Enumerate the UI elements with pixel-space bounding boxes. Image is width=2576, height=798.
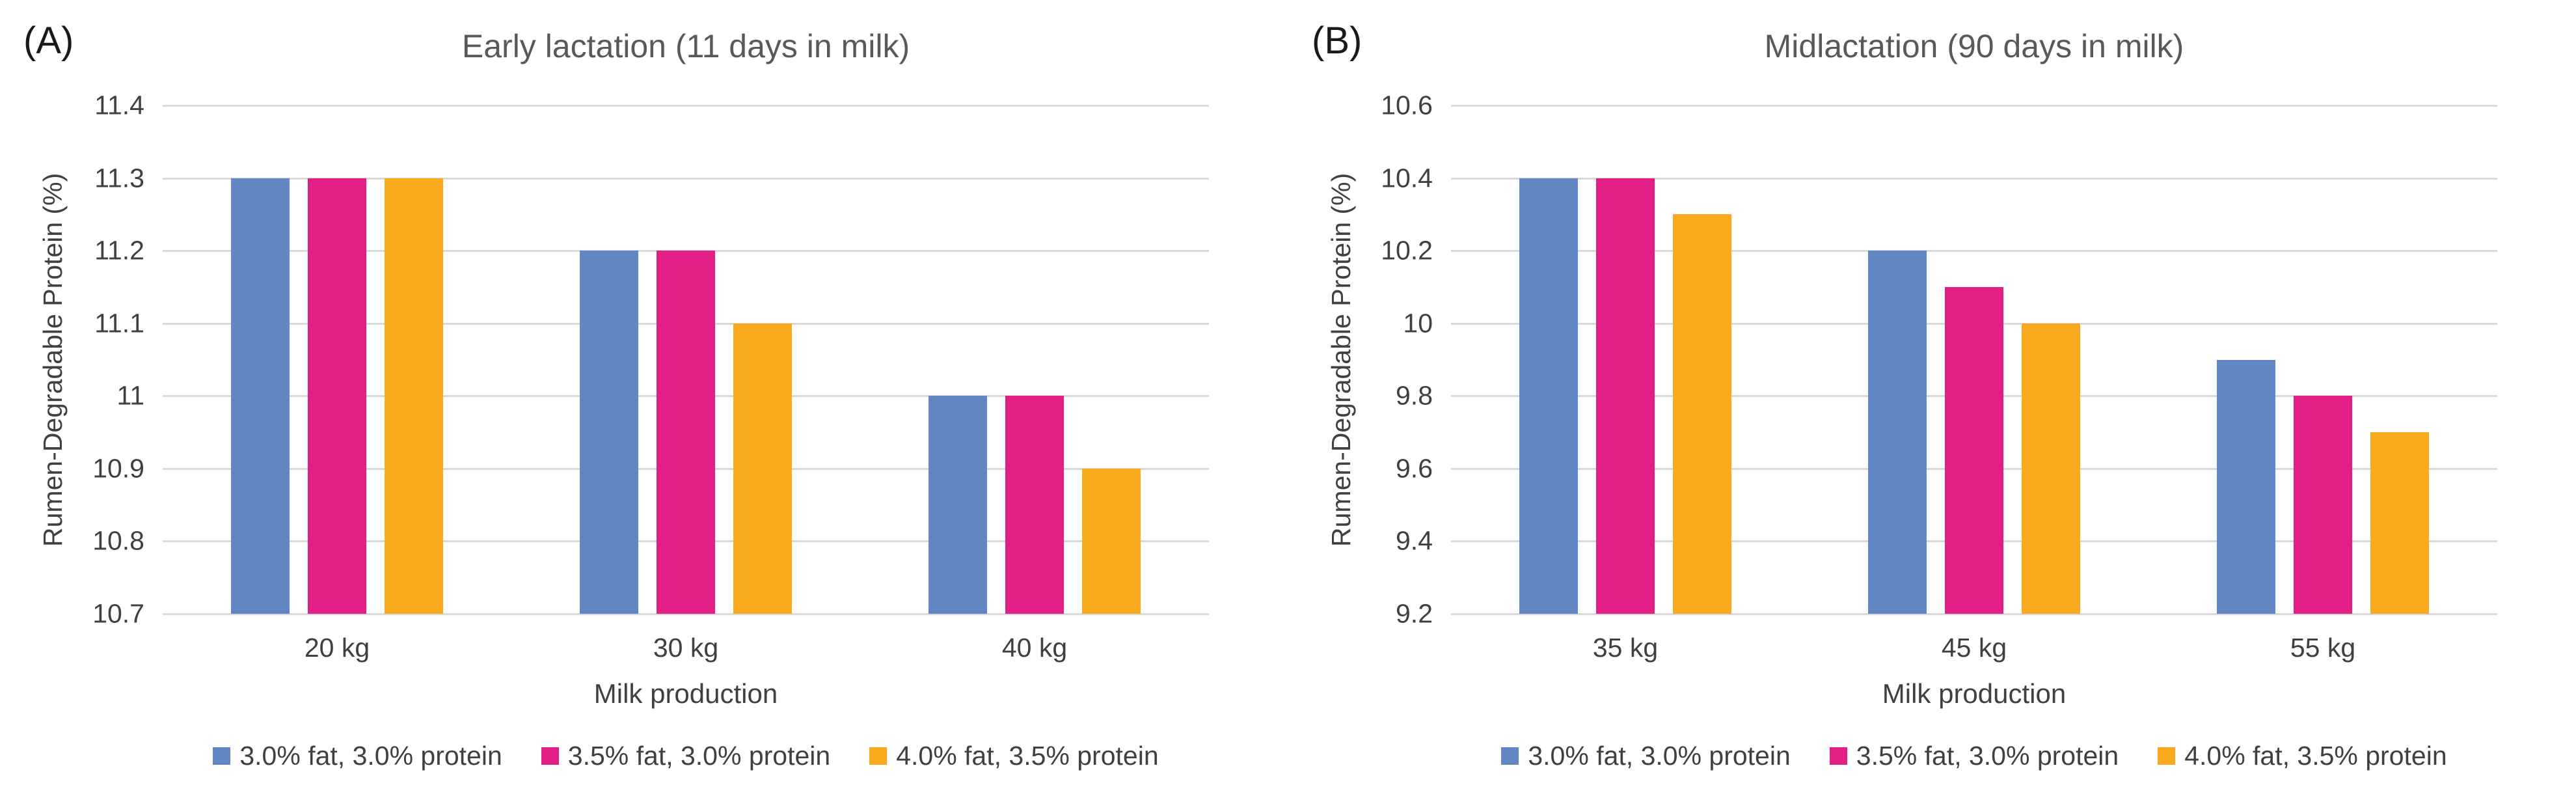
x-tick-label: 40 kg (1001, 633, 1068, 663)
chart-panel-b: (B) Midlactation (90 days in milk) Rumen… (1288, 0, 2576, 798)
y-tick-label: 10 (1403, 308, 1433, 338)
legend-label: 3.5% fat, 3.0% protein (1856, 741, 2119, 771)
bar (1868, 251, 1927, 614)
bar-groups (163, 105, 1209, 614)
y-tick-label: 9.2 (1396, 598, 1433, 629)
y-tick-label: 10.9 (92, 453, 144, 484)
legend-swatch-icon (869, 747, 888, 765)
legend-label: 3.0% fat, 3.0% protein (1528, 741, 1791, 771)
gridline (1451, 177, 2497, 180)
y-tick-label: 11.3 (94, 163, 144, 193)
x-tick-labels: 20 kg 30 kg 40 kg (163, 633, 1209, 663)
x-tick-labels: 35 kg 45 kg 55 kg (1451, 633, 2497, 663)
legend-item: 3.5% fat, 3.0% protein (541, 741, 830, 771)
legend-item: 3.5% fat, 3.0% protein (1829, 741, 2119, 771)
bar (308, 178, 366, 614)
x-axis-title: Milk production (1882, 678, 2067, 709)
y-tick-label: 9.6 (1396, 453, 1433, 484)
gridline (1451, 105, 2497, 107)
bar-group (1800, 105, 2149, 614)
bar (2370, 432, 2429, 614)
y-tick-label: 10.4 (1381, 163, 1433, 193)
y-tick-label: 10.8 (92, 525, 144, 556)
y-tick-labels: 10.6 10.4 10.2 10 9.8 9.6 9.4 9.2 (1381, 90, 2497, 629)
gridline (163, 105, 1209, 107)
y-tick-label: 10.6 (1381, 90, 1433, 120)
bar (1673, 214, 1731, 614)
panel-label: (A) (23, 20, 74, 62)
gridline (1451, 613, 2497, 615)
x-tick-label: 35 kg (1592, 633, 1659, 663)
bar (1082, 468, 1141, 614)
bar (2217, 359, 2275, 614)
bar-groups (1451, 105, 2497, 614)
bar (231, 178, 290, 614)
legend-swatch-icon (213, 747, 231, 765)
bar-group (860, 105, 1209, 614)
y-tick-label: 11.2 (94, 235, 144, 266)
gridline (163, 177, 1209, 180)
legend-label: 3.0% fat, 3.0% protein (239, 741, 502, 771)
panel-label: (B) (1312, 20, 1363, 62)
legend-item: 4.0% fat, 3.5% protein (2158, 741, 2447, 771)
y-tick-label: 11.4 (94, 90, 144, 120)
bar (2294, 396, 2352, 614)
legend-label: 3.5% fat, 3.0% protein (567, 741, 831, 771)
bar (1519, 178, 1578, 614)
legend-swatch-icon (541, 747, 559, 765)
chart-title: Midlactation (90 days in milk) (1764, 28, 2184, 64)
x-tick-label: 20 kg (304, 633, 370, 663)
plot-area: 11.4 11.3 11.2 11.1 11 10.9 10.8 10.7 (92, 90, 1209, 629)
bar (1005, 396, 1064, 614)
y-axis-title: Rumen-Degradable Protein (%) (1326, 172, 1356, 547)
y-tick-labels: 11.4 11.3 11.2 11.1 11 10.9 10.8 10.7 (92, 90, 1209, 629)
legend-label: 4.0% fat, 3.5% protein (896, 741, 1159, 771)
bar (580, 251, 638, 614)
legend-label: 4.0% fat, 3.5% protein (2184, 741, 2447, 771)
gridline (1451, 250, 2497, 253)
bar-group (163, 105, 511, 614)
x-axis-title: Milk production (593, 678, 778, 709)
plot-area: 10.6 10.4 10.2 10 9.8 9.6 9.4 9.2 (1381, 90, 2497, 629)
x-tick-label: 45 kg (1941, 633, 2007, 663)
legend-swatch-icon (1829, 747, 1847, 765)
y-tick-label: 9.8 (1396, 380, 1433, 411)
bar (2022, 323, 2080, 614)
bar (1945, 286, 2003, 614)
legend: 3.0% fat, 3.0% protein 3.5% fat, 3.0% pro… (1451, 741, 2497, 771)
legend: 3.0% fat, 3.0% protein 3.5% fat, 3.0% pro… (163, 741, 1209, 771)
y-axis-title: Rumen-Degradable Protein (%) (38, 172, 68, 547)
bar (385, 178, 443, 614)
y-tick-label: 11 (116, 380, 144, 411)
y-tick-label: 10.2 (1381, 235, 1433, 266)
legend-swatch-icon (1501, 747, 1519, 765)
bar-group (1451, 105, 1800, 614)
bar-group (511, 105, 860, 614)
y-tick-label: 10.7 (92, 598, 144, 629)
legend-item: 3.0% fat, 3.0% protein (1501, 741, 1791, 771)
bar (733, 323, 792, 614)
bar (929, 396, 987, 614)
legend-item: 4.0% fat, 3.5% protein (869, 741, 1159, 771)
legend-item: 3.0% fat, 3.0% protein (213, 741, 502, 771)
x-tick-label: 30 kg (653, 633, 719, 663)
legend-swatch-icon (2158, 747, 2176, 765)
chart-panel-a: (A) Early lactation (11 days in milk) Ru… (23, 20, 1209, 771)
chart-title: Early lactation (11 days in milk) (461, 28, 910, 64)
y-tick-label: 11.1 (94, 308, 144, 338)
bar (1596, 178, 1655, 614)
bar-group (2149, 105, 2497, 614)
y-tick-label: 9.4 (1396, 525, 1433, 556)
gridline (163, 613, 1209, 615)
bar (657, 251, 715, 614)
x-tick-label: 55 kg (2290, 633, 2356, 663)
